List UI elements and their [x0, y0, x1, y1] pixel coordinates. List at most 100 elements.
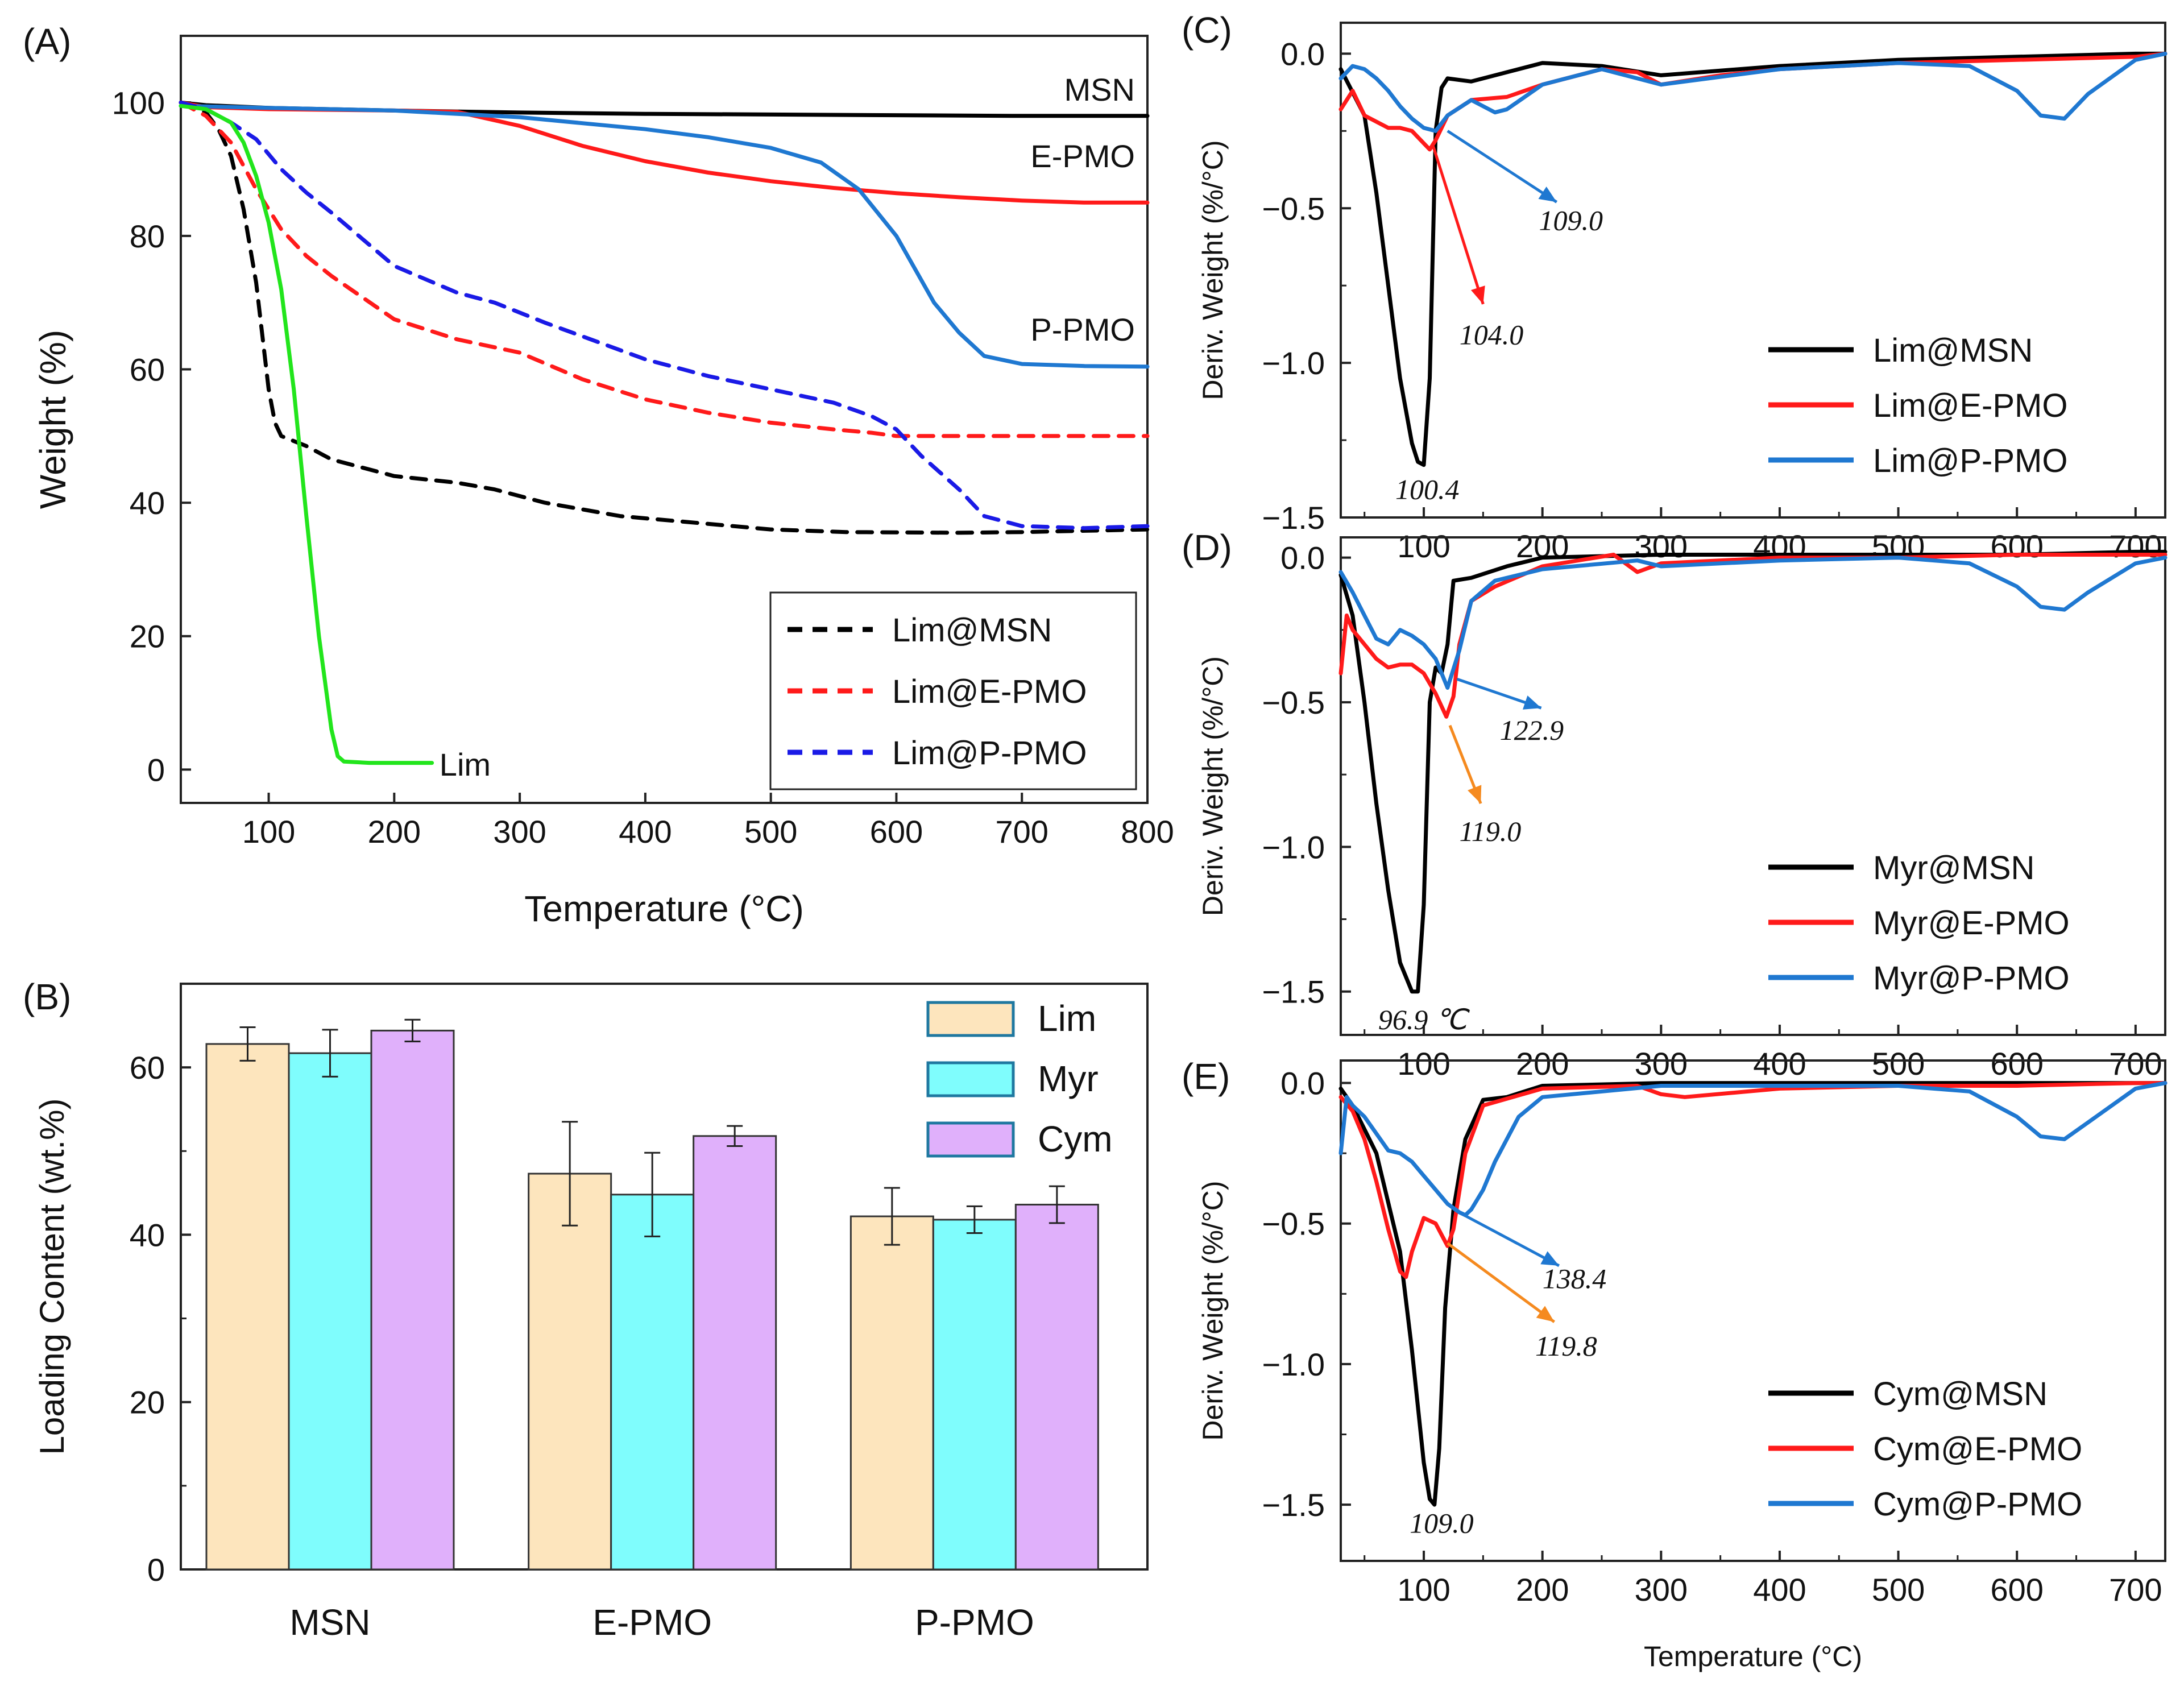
- panel-e-series-cym-e-pmo: [1338, 1081, 2168, 1279]
- panel-b-ytick-label: 40: [130, 1217, 165, 1253]
- panel-a-panel-label: (A): [23, 21, 71, 62]
- panel-d-annotation-arrowhead: [1522, 695, 1541, 710]
- panel-e-dtg-cymene: (E) 100 200 300 400 500 600 700 0.0 −0.5 −1.0 −1.5 T…: [1182, 1056, 2168, 1672]
- panel-a-xtick-label: 200: [368, 814, 421, 850]
- panel-d-xtick-label: 400: [1753, 1046, 1806, 1082]
- panel-d-annotation-label: 96.9 ℃: [1378, 1004, 1470, 1035]
- panel-e-y-axis-label: Deriv. Weight (%/°C): [1197, 1180, 1229, 1440]
- panel-e-annotation-label: 109.0: [1410, 1507, 1474, 1539]
- panel-b-bar-e-pmo-lim: [528, 1173, 612, 1571]
- panel-d-dtg-myrcene: (D) 100 200 300 400 500 600 700 0.0 −0.5 −1.0 −1.5 D…: [1182, 527, 2168, 1082]
- panel-e-xtick-label: 300: [1635, 1572, 1688, 1608]
- panel-c-annotation-label: 104.0: [1460, 319, 1524, 351]
- panel-c-xtick-label: 600: [1990, 528, 2043, 564]
- panel-b-legend-label-lim: Lim: [1038, 998, 1096, 1039]
- panel-d-xtick-label: 600: [1990, 1046, 2043, 1082]
- panel-a-ytick-label: 80: [130, 218, 165, 254]
- panel-c-panel-label: (C): [1182, 10, 1232, 51]
- panel-b-category-label: MSN: [289, 1602, 370, 1643]
- panel-a-series-lim-p-pmo: [179, 100, 1150, 531]
- panel-e-legend-label-cym-e-pmo: Cym@E-PMO: [1873, 1431, 2082, 1468]
- panel-b-bar-e-pmo-cym: [693, 1135, 777, 1571]
- panel-c-series-lim-msn: [1338, 51, 2168, 467]
- panel-b-legend-swatch-myr: [926, 1061, 1015, 1097]
- panel-a-series-lim-e-pmo: [179, 100, 1150, 438]
- panel-a-ytick-label: 40: [130, 485, 165, 521]
- panel-e-xtick-label: 600: [1990, 1572, 2043, 1608]
- panel-c-series-lim-p-pmo: [1338, 51, 2168, 133]
- panel-a-xtick-label: 600: [870, 814, 923, 850]
- panel-c-legend-label-lim-e-pmo: Lim@E-PMO: [1873, 387, 2067, 424]
- panel-a-ytick-label: 60: [130, 352, 165, 388]
- panel-a-y-axis-label: Weight (%): [32, 330, 73, 509]
- panel-a-xtick-label: 800: [1121, 814, 1174, 850]
- panel-c-annotation-label: 100.4: [1395, 473, 1460, 505]
- panel-e-xtick-label: 400: [1753, 1572, 1806, 1608]
- panel-d-ytick-label: −0.5: [1262, 685, 1325, 720]
- panel-c-y-axis-label: Deriv. Weight (%/°C): [1197, 140, 1229, 400]
- panel-d-xtick-label: 700: [2109, 1046, 2162, 1082]
- panel-c-ytick-label: −1.0: [1262, 345, 1325, 381]
- panel-e-xtick-label: 100: [1397, 1572, 1450, 1608]
- panel-e-legend-label-cym-p-pmo: Cym@P-PMO: [1873, 1486, 2082, 1523]
- panel-b-legend-label-myr: Myr: [1038, 1058, 1099, 1099]
- panel-d-annotation-label: 122.9: [1500, 714, 1564, 746]
- panel-a-legend-label-lim-p-pmo: Lim@P-PMO: [892, 735, 1087, 772]
- panel-a-series-lim: [179, 103, 434, 765]
- panel-a-weight-curves: (A) 100 200 300 400 500 600 700 800 0 20 40 60 80 100 T…: [23, 21, 1174, 929]
- panel-a-ytick-label: 20: [130, 619, 165, 654]
- panel-b-legend-label-cym: Cym: [1038, 1119, 1113, 1159]
- panel-c-ytick-label: −1.5: [1262, 500, 1325, 536]
- panel-e-annotation-label: 138.4: [1543, 1262, 1607, 1294]
- panel-d-series-myr-p-pmo: [1338, 556, 2168, 690]
- panel-e-plot-frame: [1340, 1059, 2166, 1562]
- panel-d-xtick-label: 300: [1635, 1046, 1688, 1082]
- panel-d-legend-label-myr-msn: Myr@MSN: [1873, 850, 2034, 887]
- panel-c-annotation-label: 109.0: [1539, 204, 1603, 236]
- panel-c-xtick-label: 100: [1397, 528, 1450, 564]
- panel-a-ytick-label: 100: [112, 85, 165, 121]
- panel-c-dtg-limonene: (C)100 200 300 400 500 600 7000.0−0.5−1.0−1.5D…: [1182, 10, 2168, 564]
- panel-a-inline-label-e-pmo: E-PMO: [1030, 138, 1135, 174]
- panel-b-category-label: E-PMO: [592, 1602, 712, 1643]
- panel-e-legend-label-cym-msn: Cym@MSN: [1873, 1376, 2048, 1412]
- panel-a-xtick-label: 300: [493, 814, 546, 850]
- panel-c-plot-frame: [1340, 22, 2166, 519]
- panel-d-y-axis-label: Deriv. Weight (%/°C): [1197, 656, 1229, 916]
- panel-a-inline-label-lim: Lim: [440, 747, 491, 782]
- panel-a-plot-frame: [180, 35, 1149, 804]
- panel-d-xtick-label: 200: [1516, 1046, 1569, 1082]
- panel-a-xtick-label: 100: [242, 814, 295, 850]
- panel-a-series-lim-msn: [179, 100, 1150, 535]
- panel-c-ytick-label: −0.5: [1262, 190, 1325, 226]
- panel-c-annotation-arrow: [1447, 130, 1558, 204]
- panel-d-panel-label: (D): [1182, 527, 1232, 568]
- panel-b-bar-msn-myr: [288, 1052, 372, 1571]
- panel-c-annotation-arrowhead: [1470, 285, 1485, 304]
- panel-a-xtick-label: 500: [744, 814, 797, 850]
- panel-d-ytick-label: −1.5: [1262, 974, 1325, 1010]
- panel-a-inline-label-p-pmo: P-PMO: [1030, 312, 1135, 347]
- panel-e-ytick-label: −0.5: [1262, 1206, 1325, 1242]
- panel-b-category-label: P-PMO: [915, 1602, 1034, 1643]
- panel-e-annotation-arrow: [1463, 1213, 1560, 1267]
- panel-d-legend-label-myr-e-pmo: Myr@E-PMO: [1873, 905, 2070, 942]
- panel-a-inline-label-msn: MSN: [1064, 72, 1134, 107]
- panel-e-xtick-label: 200: [1516, 1572, 1569, 1608]
- panel-b-panel-label: (B): [23, 976, 71, 1017]
- panel-e-annotation-arrowhead: [1540, 1251, 1559, 1266]
- panel-e-xtick-label: 700: [2109, 1572, 2162, 1608]
- panel-b-bar-p-pmo-cym: [1014, 1203, 1099, 1571]
- panel-e-ytick-label: 0.0: [1280, 1066, 1325, 1101]
- panel-e-annotation-label: 119.8: [1535, 1330, 1597, 1362]
- panel-a-xtick-label: 700: [996, 814, 1049, 850]
- panel-d-plot-frame: [1340, 536, 2166, 1036]
- panel-d-xtick-label: 100: [1397, 1046, 1450, 1082]
- panel-d-annotation-label: 119.0: [1459, 815, 1521, 847]
- panel-d-ytick-label: 0.0: [1280, 540, 1325, 576]
- panel-d-annotation-arrowhead: [1468, 785, 1482, 804]
- panel-b-bar-msn-lim: [205, 1043, 290, 1571]
- panel-b-ytick-label: 20: [130, 1385, 165, 1420]
- panel-b-y-axis-label: Loading Content (wt.%): [33, 1098, 71, 1455]
- panel-a-legend-label-lim-e-pmo: Lim@E-PMO: [892, 673, 1087, 710]
